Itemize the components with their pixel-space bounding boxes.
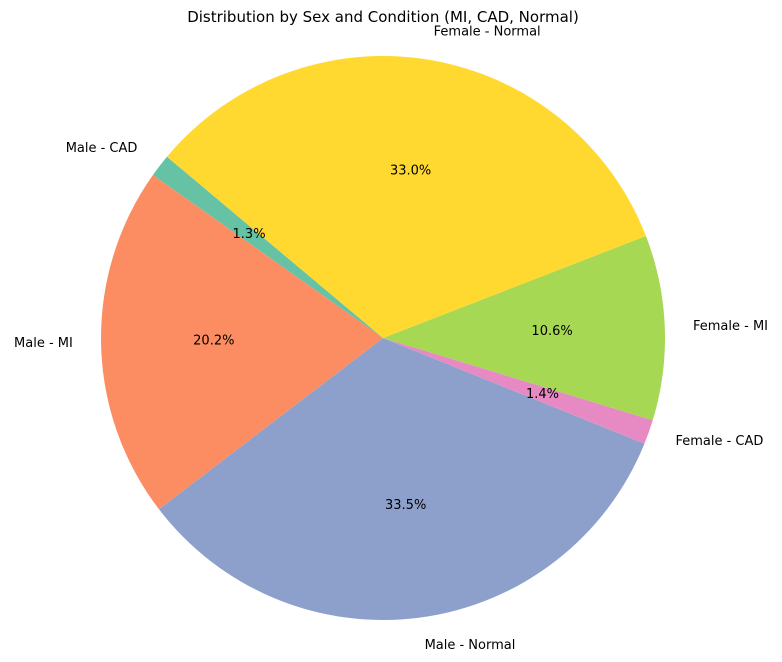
pie-labels: Male - CAD 1.3% Male - MI 20.2% Male - Norma… — [14, 24, 768, 652]
chart-title: Distribution by Sex and Condition (MI, C… — [187, 8, 579, 26]
slice-percent-female-normal: 33.0% — [390, 164, 431, 179]
slice-label-male-normal: Male - Normal — [425, 638, 516, 653]
pie-slices — [100, 56, 666, 620]
pie-slice-male-normal — [158, 338, 645, 620]
pie-slice-female-cad — [383, 338, 653, 444]
pie-slice-female-normal — [166, 56, 646, 338]
slice-percent-male-cad: 1.3% — [233, 227, 266, 242]
slice-percent-female-cad: 1.4% — [526, 387, 559, 402]
pie-slice-male-mi — [100, 174, 383, 510]
slice-label-male-mi: Male - MI — [14, 336, 73, 351]
pie-slice-female-mi — [383, 236, 666, 421]
slice-percent-male-mi: 20.2% — [193, 334, 234, 349]
slice-label-female-mi: Female - MI — [693, 319, 768, 334]
slice-percent-male-normal: 33.5% — [385, 498, 426, 513]
slice-label-female-normal: Female - Normal — [434, 24, 541, 39]
slice-label-male-cad: Male - CAD — [66, 141, 138, 156]
slice-percent-female-mi: 10.6% — [531, 324, 572, 339]
pie-slice-male-cad — [152, 156, 383, 338]
slice-label-female-cad: Female - CAD — [675, 434, 763, 449]
